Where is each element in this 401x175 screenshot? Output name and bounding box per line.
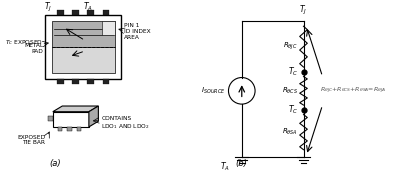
- Bar: [102, 22, 115, 35]
- Bar: [52, 47, 114, 73]
- Bar: [57, 79, 63, 84]
- Bar: [72, 79, 79, 84]
- Bar: [87, 79, 94, 84]
- Bar: [102, 79, 109, 84]
- Text: TIE BAR: TIE BAR: [22, 140, 45, 145]
- Text: $T_J$: $T_J$: [44, 1, 52, 14]
- Text: LDO$_1$ AND LDO$_2$: LDO$_1$ AND LDO$_2$: [101, 122, 149, 131]
- Text: AREA: AREA: [124, 35, 140, 40]
- Text: $I_{SOURCE}$: $I_{SOURCE}$: [200, 86, 225, 96]
- Text: $T_C$ EXPOSED: $T_C$ EXPOSED: [5, 38, 43, 47]
- Bar: [67, 127, 72, 131]
- Bar: [72, 10, 79, 15]
- Polygon shape: [53, 112, 89, 127]
- Text: $T_C$: $T_C$: [288, 66, 298, 78]
- Text: $R_{\theta SA}$: $R_{\theta SA}$: [281, 127, 297, 137]
- Bar: [57, 127, 62, 131]
- Bar: [52, 22, 114, 47]
- Text: $R_{\theta CS}$: $R_{\theta CS}$: [281, 86, 297, 96]
- Text: $T_A$: $T_A$: [83, 1, 93, 13]
- Text: CONTAINS: CONTAINS: [101, 116, 131, 121]
- Text: $T_C$: $T_C$: [288, 104, 298, 116]
- Text: PIN 1: PIN 1: [124, 23, 139, 28]
- Text: ID INDEX: ID INDEX: [124, 29, 150, 34]
- Text: (a): (a): [49, 159, 60, 168]
- Text: $R_{\theta JC}$+$R_{\theta CS}$+$R_{\theta SA}$=$R_{\theta JA}$: $R_{\theta JC}$+$R_{\theta CS}$+$R_{\the…: [319, 86, 385, 96]
- Polygon shape: [53, 106, 98, 112]
- Bar: [102, 10, 109, 15]
- Bar: [76, 127, 81, 131]
- Bar: [48, 116, 53, 121]
- Bar: [87, 10, 94, 15]
- Text: (b): (b): [235, 159, 247, 168]
- Text: $T_A$: $T_A$: [220, 160, 230, 173]
- Text: EXPOSED: EXPOSED: [17, 135, 45, 139]
- Polygon shape: [89, 106, 98, 127]
- Bar: [57, 10, 63, 15]
- Text: $T_J$: $T_J$: [299, 4, 307, 17]
- Bar: [45, 15, 121, 79]
- Text: METAL: METAL: [24, 43, 43, 48]
- Text: PAD: PAD: [31, 49, 43, 54]
- Text: $R_{\theta JC}$: $R_{\theta JC}$: [282, 41, 297, 52]
